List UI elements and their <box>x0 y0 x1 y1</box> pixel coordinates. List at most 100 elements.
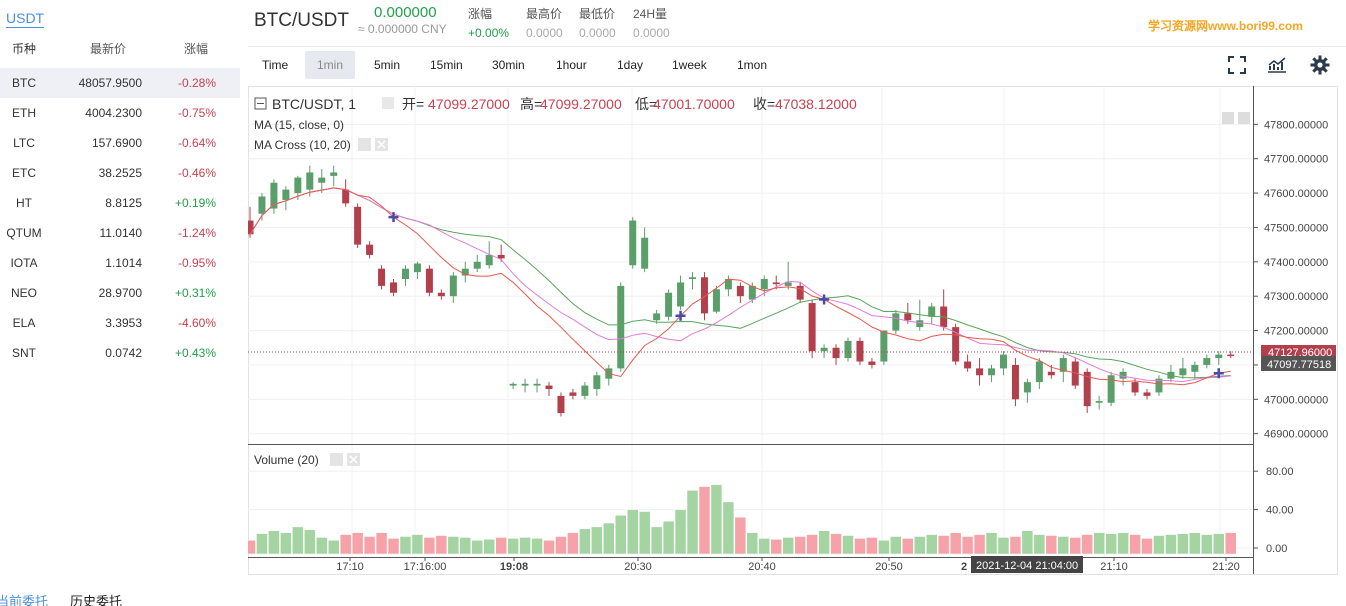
timeframe-30min[interactable]: 30min <box>492 58 525 72</box>
timeframe-5min[interactable]: 5min <box>374 58 401 72</box>
candle-body <box>282 189 290 200</box>
candle-body <box>653 313 661 321</box>
time-tick-label: 20:30 <box>624 561 652 573</box>
ma-cross-marker <box>675 310 686 321</box>
candle-body <box>772 282 780 285</box>
volume-bar <box>447 536 460 555</box>
ohlc-close-label: 收= <box>753 96 775 112</box>
tab-order-history[interactable]: 历史委托 <box>70 594 123 606</box>
collapse-legend-icon[interactable] <box>254 97 267 110</box>
volume-bar <box>591 526 603 555</box>
candle-body <box>521 383 529 386</box>
market-row-btc[interactable]: BTC 48057.9500 -0.28% <box>0 68 240 98</box>
volume-bars <box>248 484 1237 555</box>
volume-bar <box>304 529 316 555</box>
timeframe-1mon[interactable]: 1mon <box>737 58 768 72</box>
moving-averages <box>249 187 1231 386</box>
volume-bar <box>1021 530 1034 555</box>
market-change: -0.95% <box>177 256 216 270</box>
volume-bar <box>316 537 328 555</box>
market-symbol: SNT <box>12 346 36 360</box>
volume-bar <box>710 484 723 555</box>
price-tick-label: 47700.00000 <box>1264 154 1328 166</box>
market-price: 38.2525 <box>98 166 142 180</box>
indicators-icon[interactable] <box>1266 54 1288 76</box>
legend-title: BTC/USDT, 1 <box>272 96 356 112</box>
volume-bar <box>973 534 986 555</box>
volume-bar <box>280 532 292 555</box>
market-price: 8.8125 <box>105 196 142 210</box>
price-tick-label: 46900.00000 <box>1264 429 1328 441</box>
candle-body <box>665 292 673 317</box>
stat-value: +0.00% <box>468 26 510 40</box>
volume-indicator-label: Volume (20) <box>254 453 319 467</box>
price-tick-label: 47200.00000 <box>1264 326 1328 338</box>
timeframe-1min[interactable]: 1min <box>305 51 356 79</box>
candle-body <box>581 385 589 396</box>
volume-bar <box>1081 534 1093 555</box>
market-change: -0.46% <box>177 166 216 180</box>
market-row-qtum[interactable]: QTUM 11.0140 -1.24% <box>0 218 240 248</box>
cny-price: ≈ 0.000000 CNY <box>358 22 447 36</box>
market-row-neo[interactable]: NEO 28.9700 +0.31% <box>0 278 240 308</box>
volume-tick-label: 40.00 <box>1266 505 1294 517</box>
market-change: -1.24% <box>177 226 216 240</box>
candle-body <box>999 354 1007 369</box>
timeframe-1week[interactable]: 1week <box>672 58 707 72</box>
ma-cross-marker <box>1213 368 1224 379</box>
timeframe-1hour[interactable]: 1hour <box>556 58 587 72</box>
candle-body <box>1203 358 1211 365</box>
volume-bar <box>782 537 794 555</box>
ma-cross-settings-icon[interactable] <box>358 138 371 151</box>
volume-axis: 80.00 40.00 0.00 <box>1253 466 1294 555</box>
stat-value: 0.0000 <box>579 26 616 40</box>
candle-body <box>437 292 445 297</box>
stat-value: 0.0000 <box>526 26 563 40</box>
volume-bar <box>925 534 938 555</box>
volume-bar <box>387 538 400 555</box>
settings-icon[interactable] <box>1309 54 1331 76</box>
fullscreen-icon[interactable] <box>1226 54 1248 76</box>
market-row-ela[interactable]: ELA 3.3953 -4.60% <box>0 308 240 338</box>
market-row-ht[interactable]: HT 8.8125 +0.19% <box>0 188 240 218</box>
volume-bar <box>579 528 591 555</box>
scroll-down-icon[interactable] <box>1238 112 1250 124</box>
volume-bar <box>734 517 747 555</box>
price-chart[interactable]: BTC/USDT, 1 开= 47099.27000 高= 47099.2700… <box>248 86 1346 586</box>
volume-bar <box>519 537 531 555</box>
candle-body <box>413 263 421 273</box>
candle-body <box>449 275 457 297</box>
candle-body <box>1047 371 1055 376</box>
chart-legend: BTC/USDT, 1 开= 47099.27000 高= 47099.2700… <box>254 96 1250 152</box>
market-row-etc[interactable]: ETC 38.2525 -0.46% <box>0 158 240 188</box>
volume-bar <box>794 536 806 555</box>
market-row-ltc[interactable]: LTC 157.6900 -0.64% <box>0 128 240 158</box>
scroll-down-icon[interactable] <box>1222 112 1234 124</box>
quote-currency-tab[interactable]: USDT <box>6 10 45 28</box>
price-tick-label: 47600.00000 <box>1264 188 1328 200</box>
candle-body <box>904 313 912 321</box>
volume-bar <box>937 535 950 555</box>
volume-bar <box>1213 533 1225 555</box>
pair-title: BTC/USDT <box>254 10 349 31</box>
timeframe-1day[interactable]: 1day <box>617 58 644 72</box>
current-price-badge <box>1261 345 1336 359</box>
ohlc-open-value: 47099.27000 <box>428 96 510 112</box>
timeframe-15min[interactable]: 15min <box>430 58 463 72</box>
volume-tick-label: 0.00 <box>1266 543 1287 555</box>
timeframe-time[interactable]: Time <box>262 58 289 72</box>
candle-body <box>760 279 768 290</box>
volume-bar <box>1033 534 1046 555</box>
tab-current-orders[interactable]: 当前委托 <box>0 594 49 606</box>
candle-body <box>952 327 960 362</box>
candle-body <box>976 368 984 376</box>
price-tick-label: 47500.00000 <box>1264 222 1328 234</box>
market-row-eth[interactable]: ETH 4004.2300 -0.75% <box>0 98 240 128</box>
volume-bar <box>615 515 627 555</box>
candle-body <box>856 340 864 362</box>
market-row-snt[interactable]: SNT 0.0742 +0.43% <box>0 338 240 368</box>
volume-settings-icon[interactable] <box>330 453 343 466</box>
legend-settings-icon[interactable] <box>382 97 394 109</box>
market-row-iota[interactable]: IOTA 1.1014 -0.95% <box>0 248 240 278</box>
candle-body <box>677 282 685 307</box>
